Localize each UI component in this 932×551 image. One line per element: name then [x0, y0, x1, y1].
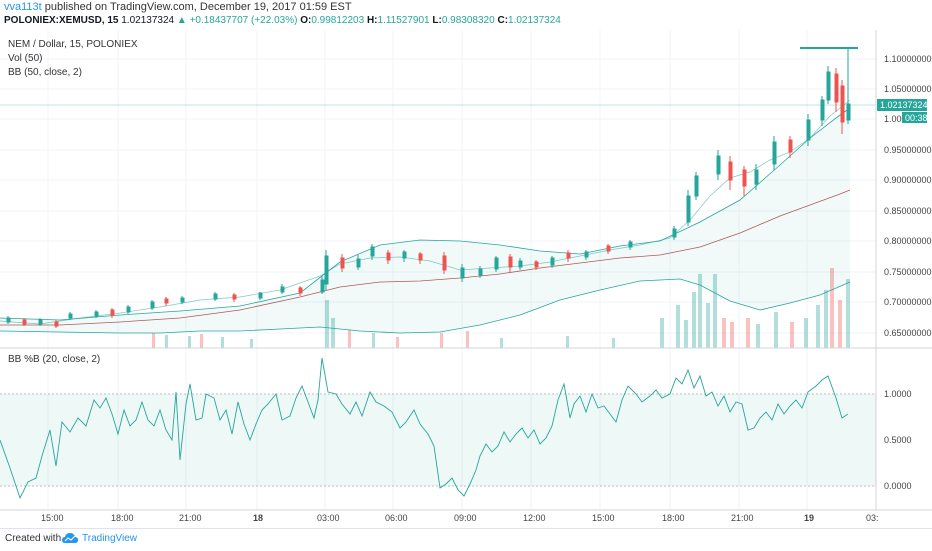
- high-value: 1.11527901: [377, 15, 430, 26]
- time-tick: 18:00: [662, 513, 685, 523]
- low-label: L:: [432, 15, 442, 26]
- bb-percent-line: [0, 357, 849, 500]
- last-price-badge-text: 1.02137324: [880, 100, 928, 110]
- price-tick: 0.90000000: [884, 175, 932, 185]
- time-tick: 03:00: [317, 513, 340, 523]
- price-tick: 0.65000000: [884, 328, 932, 338]
- legend-volume: Vol (50): [8, 53, 42, 64]
- main-legend: NEM / Dollar, 15, POLONIEX Vol (50) BB (…: [8, 39, 138, 78]
- time-tick: 18:00: [111, 513, 134, 523]
- countdown-text: 00:38: [905, 113, 928, 123]
- tradingview-brand-link[interactable]: TradingView: [82, 533, 138, 544]
- close-label: C:: [497, 15, 509, 26]
- price-ma: [0, 99, 851, 325]
- legend-symbol: NEM / Dollar, 15, POLONIEX: [8, 39, 138, 50]
- time-tick: 21:00: [731, 513, 754, 523]
- time-tick: 09:00: [454, 513, 477, 523]
- close-value: 1.02137324: [508, 15, 561, 26]
- footer: Created with TradingView: [0, 528, 932, 551]
- volume-bars: [152, 268, 850, 348]
- time-tick: 15:00: [41, 513, 64, 523]
- legend-bb: BB (50, close, 2): [8, 67, 82, 78]
- indicator-tick: 1.0000: [884, 389, 912, 399]
- candles: [6, 47, 858, 328]
- time-tick: 03:: [866, 513, 879, 523]
- price-axis[interactable]: 1.10000000 1.05000000 1.000 0.95000000 0…: [875, 30, 932, 510]
- low-value: 0.98308320: [441, 15, 495, 26]
- author-link[interactable]: vva113t: [4, 1, 42, 13]
- tradingview-cloud-icon[interactable]: [62, 532, 78, 546]
- time-tick-day: 19: [804, 513, 814, 523]
- indicator-tick: 0.0000: [884, 481, 912, 491]
- high-label: H:: [366, 15, 378, 26]
- symbol-label: POLONIEX:XEMUSD, 15: [4, 15, 119, 26]
- chart-header: vva113t published on TradingView.com, De…: [0, 0, 932, 30]
- indicator-legend: BB %B (20, close, 2): [8, 354, 100, 365]
- price-tick: 0.85000000: [884, 206, 932, 216]
- indicator-tick: 0.5000: [884, 435, 912, 445]
- last-price-badge: [877, 99, 927, 111]
- time-tick: 12:00: [523, 513, 546, 523]
- price-tick: 0.95000000: [884, 145, 932, 155]
- chart-area[interactable]: NEM / Dollar, 15, POLONIEX Vol (50) BB (…: [0, 30, 932, 528]
- time-tick: 15:00: [592, 513, 615, 523]
- price-tick: 0.70000000: [884, 297, 932, 307]
- published-text: published on TradingView.com, December 1…: [44, 1, 352, 13]
- time-tick-day: 18: [253, 513, 263, 523]
- up-arrow-icon: ▲: [176, 15, 187, 26]
- price-tick: 0.80000000: [884, 236, 932, 246]
- price-change: +0.18437707 (+22.03%): [189, 15, 298, 26]
- open-value: 0.99812203: [311, 15, 365, 26]
- price-tick: 1.000: [884, 114, 907, 124]
- price-tick: 0.75000000: [884, 267, 932, 277]
- time-axis[interactable]: 15:00 18:00 21:00 18 03:00 06:00 09:00 1…: [0, 509, 932, 523]
- last-price: 1.02137324: [121, 15, 175, 26]
- open-label: O:: [300, 15, 312, 26]
- indicator-pane: BB %B (20, close, 2) 1.0000 0.5000 0.000…: [0, 354, 912, 500]
- time-tick: 21:00: [179, 513, 202, 523]
- publish-line: vva113t published on TradingView.com, De…: [4, 1, 352, 13]
- countdown-badge: [902, 112, 927, 123]
- bb-fill: [0, 108, 850, 333]
- created-with-text: Created with: [5, 533, 62, 544]
- ohlc-line: POLONIEX:XEMUSD, 15 1.02137324 ▲ +0.1843…: [4, 15, 561, 26]
- bb-upper: [0, 107, 851, 321]
- price-tick: 1.10000000: [884, 54, 932, 64]
- time-tick: 06:00: [385, 513, 408, 523]
- bb-basis: [0, 189, 851, 326]
- bb-lower: [0, 278, 851, 334]
- price-tick: 1.05000000: [884, 84, 932, 94]
